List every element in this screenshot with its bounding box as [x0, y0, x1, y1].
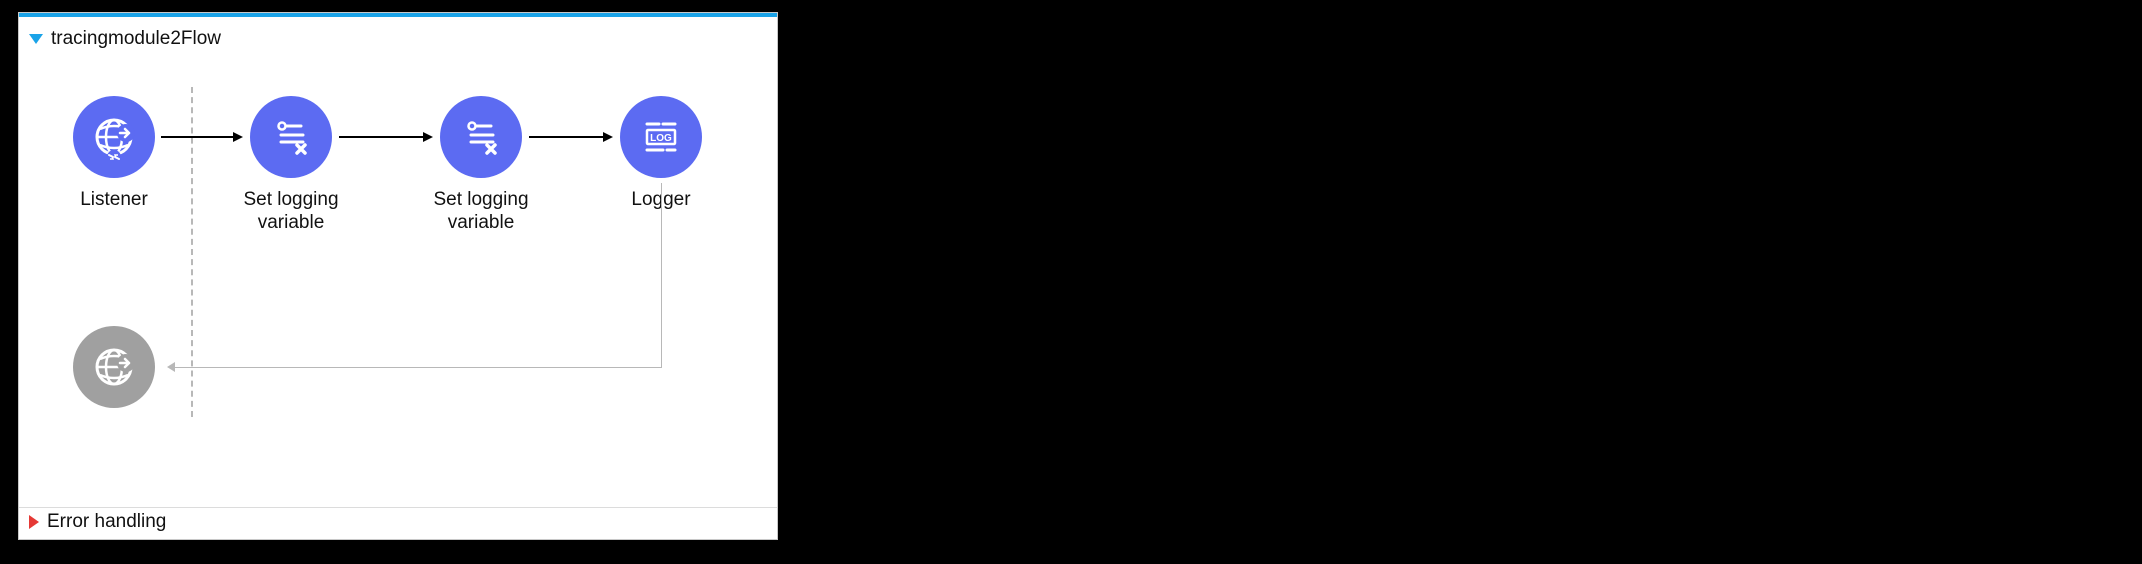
flow-title: tracingmodule2Flow: [51, 28, 221, 50]
globe-arrow-icon: [90, 113, 138, 161]
flow-header[interactable]: tracingmodule2Flow: [19, 25, 777, 53]
flow-panel: tracingmodule2Flow Listener: [18, 12, 778, 540]
node-label-listener: Listener: [34, 189, 194, 212]
flow-arrow: [529, 130, 613, 144]
panel-accent-bar: [19, 13, 777, 17]
flow-arrow: [161, 130, 243, 144]
flow-node-set-variable-2[interactable]: [440, 96, 522, 178]
flow-return-arrowhead: [167, 362, 175, 372]
flow-node-set-variable-1[interactable]: [250, 96, 332, 178]
globe-arrow-icon: [90, 343, 138, 391]
set-variable-icon: [457, 113, 505, 161]
svg-text:LOG: LOG: [650, 133, 672, 144]
error-handling-title: Error handling: [47, 511, 166, 533]
chevron-down-icon: [29, 34, 43, 44]
flow-node-responder[interactable]: [73, 326, 155, 408]
flow-return-path: [173, 183, 662, 368]
logger-icon: LOG: [637, 113, 685, 161]
set-variable-icon: [267, 113, 315, 161]
chevron-right-icon: [29, 515, 39, 529]
flow-arrow: [339, 130, 433, 144]
error-handling-header[interactable]: Error handling: [19, 507, 777, 536]
flow-node-listener[interactable]: [73, 96, 155, 178]
flow-node-logger[interactable]: LOG: [620, 96, 702, 178]
flow-canvas[interactable]: Listener Set logging variable: [19, 57, 777, 505]
